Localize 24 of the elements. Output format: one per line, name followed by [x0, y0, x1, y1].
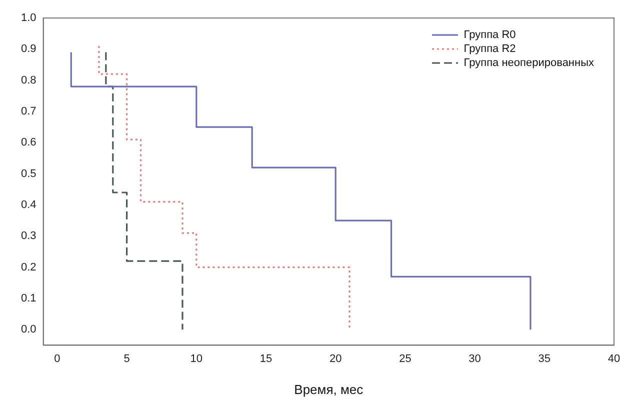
x-tick-label: 40	[608, 352, 620, 365]
x-tick-label: 35	[538, 352, 551, 365]
y-tick-label: 0.9	[20, 43, 36, 56]
x-tick-label: 25	[399, 352, 412, 365]
y-tick-label: 0.3	[20, 230, 36, 242]
legend-label: Группа R0	[464, 29, 516, 41]
y-tick-label: 0.0	[20, 324, 36, 336]
x-axis-title: Время, мес	[294, 382, 364, 397]
legend-label: Группа неоперированных	[464, 57, 594, 69]
y-tick-label: 1.0	[20, 12, 36, 24]
x-tick-label: 5	[124, 352, 130, 365]
x-tick-label: 15	[260, 352, 272, 365]
x-tick-label: 10	[190, 352, 203, 365]
y-tick-label: 0.6	[20, 136, 36, 149]
x-tick-label: 30	[468, 352, 481, 365]
legend-label: Группа R2	[464, 43, 516, 55]
x-tick-label: 0	[54, 352, 60, 365]
y-tick-label: 0.2	[20, 261, 36, 274]
y-tick-label: 0.8	[20, 74, 36, 86]
x-tick-label: 20	[329, 352, 342, 365]
y-tick-label: 0.1	[20, 292, 36, 304]
y-tick-label: 0.5	[20, 168, 36, 180]
y-tick-label: 0.4	[20, 199, 36, 212]
y-tick-label: 0.7	[20, 106, 36, 118]
